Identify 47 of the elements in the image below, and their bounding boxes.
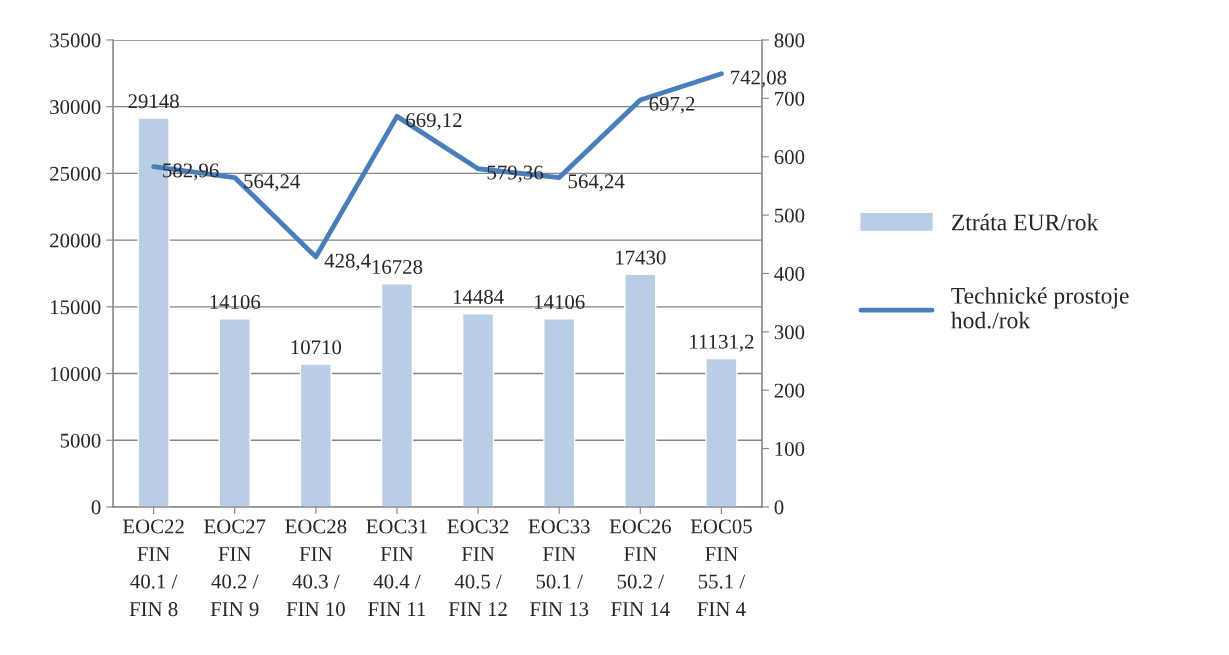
y2-tick-label: 500 <box>775 208 805 223</box>
y2-tick-label: 700 <box>775 91 805 106</box>
y2-tick-label: 400 <box>774 266 805 281</box>
y2-tick-label: 300 <box>774 325 805 340</box>
y-tick-label: 10000 <box>51 366 101 381</box>
y2-tick-label: 800 <box>774 33 805 48</box>
bar <box>218 318 251 507</box>
bar <box>380 283 414 507</box>
y-tick-label: 35000 <box>50 33 101 48</box>
data-label: 11131,2 <box>690 334 754 352</box>
bar <box>461 313 495 507</box>
x-tick-label: EOC33 FIN 50.1 / FIN 13 <box>528 519 590 617</box>
data-label: 669,12 <box>406 113 462 131</box>
y-tick-label: 30000 <box>50 100 101 115</box>
y-tick-label: 25000 <box>50 166 101 181</box>
y2-tick-label: 100 <box>775 441 805 457</box>
data-label: 16728 <box>372 259 423 274</box>
legend-label: Ztráta EUR/rok <box>951 213 1099 231</box>
x-tick-label: EOC05 FIN 55.1 / FIN 4 <box>690 519 752 616</box>
y-tick-label: 20000 <box>50 233 101 248</box>
data-label: 564,24 <box>568 174 625 192</box>
legend-label: Technické prostoje hod./rok <box>951 287 1129 329</box>
bar <box>299 363 332 507</box>
bar <box>624 273 657 507</box>
x-tick-label: EOC27 FIN 40.2 / FIN 9 <box>204 519 266 617</box>
x-tick-label: EOC22 FIN 40.1 / FIN 8 <box>122 519 184 617</box>
y-tick-label: 5000 <box>60 433 101 448</box>
data-label: 428,4 <box>324 253 371 271</box>
y-tick-label: 0 <box>91 500 101 515</box>
bar <box>543 318 576 507</box>
data-label: 10710 <box>291 340 342 355</box>
data-label: 564,24 <box>244 174 301 192</box>
bar <box>705 357 738 507</box>
x-tick-label: EOC26 FIN 50.2 / FIN 14 <box>609 519 671 616</box>
y2-tick-label: 600 <box>774 150 805 165</box>
x-tick-label: EOC28 FIN 40.3 / FIN 10 <box>285 519 347 617</box>
y-tick-label: 15000 <box>51 300 101 315</box>
data-label: 17430 <box>616 250 666 265</box>
data-label: 29148 <box>128 94 179 109</box>
x-tick-label: EOC32 FIN 40.5 / FIN 12 <box>447 519 509 616</box>
data-label: 14106 <box>534 294 585 309</box>
data-label: 742,08 <box>731 70 787 88</box>
y2-tick-label: 0 <box>774 500 784 515</box>
data-label: 14484 <box>453 289 504 304</box>
x-tick-label: EOC31 FIN 40.4 / FIN 11 <box>366 519 427 616</box>
data-label: 14106 <box>210 294 261 309</box>
y2-tick-label: 200 <box>774 383 805 398</box>
